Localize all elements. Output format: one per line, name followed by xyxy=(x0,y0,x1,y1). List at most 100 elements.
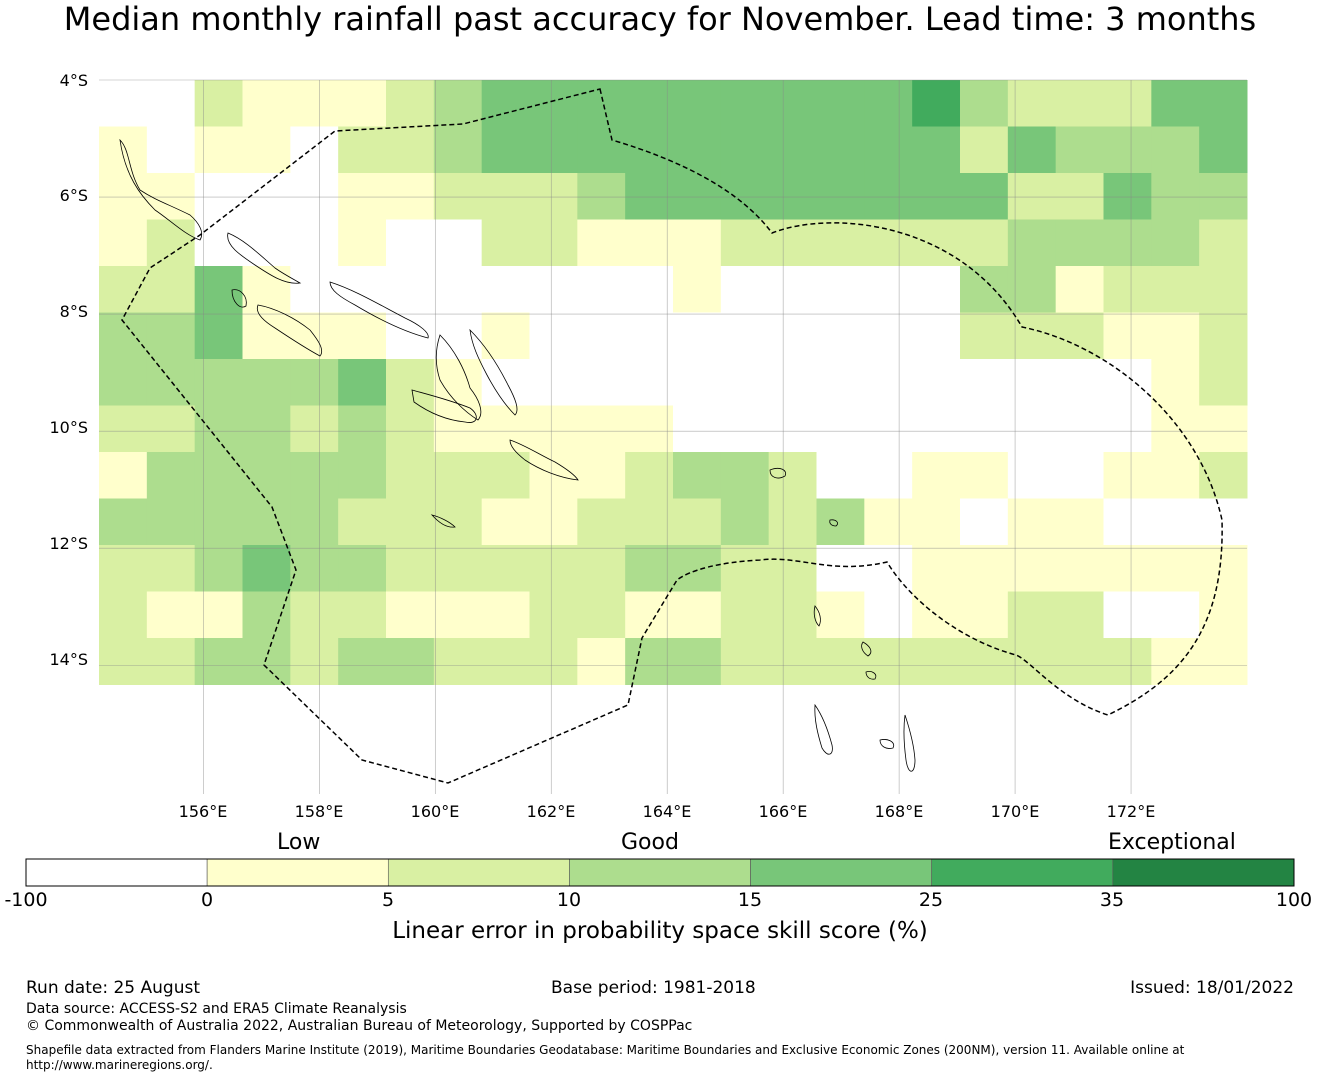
skill-cell xyxy=(1103,219,1152,267)
skill-cell xyxy=(1199,173,1248,220)
skill-cell xyxy=(1007,126,1057,174)
skill-cell xyxy=(1103,498,1152,546)
skill-cell xyxy=(1007,312,1057,360)
skill-cell xyxy=(338,266,387,313)
skill-cell xyxy=(864,591,913,639)
skill-cell xyxy=(386,126,435,174)
skill-cell xyxy=(1199,498,1248,546)
skill-cell xyxy=(1055,545,1104,592)
island-outline xyxy=(509,439,579,481)
skill-cell xyxy=(99,591,148,639)
skill-cell xyxy=(673,173,722,220)
skill-cell xyxy=(673,359,722,406)
skill-cell xyxy=(1103,452,1152,499)
skill-cell xyxy=(960,405,1009,453)
skill-cell xyxy=(673,638,722,685)
island-outline xyxy=(469,328,518,416)
skill-cell xyxy=(290,266,339,313)
skill-cell xyxy=(625,591,674,639)
skill-cell xyxy=(242,638,291,685)
skill-cell xyxy=(242,80,291,127)
skill-cell xyxy=(99,219,148,267)
colorbar-tick: 25 xyxy=(918,889,944,911)
skill-cell xyxy=(960,80,1009,127)
skill-cell xyxy=(290,545,339,592)
skill-cell xyxy=(720,126,770,174)
skill-cell xyxy=(577,591,626,639)
skill-cell xyxy=(146,126,196,174)
skill-cell xyxy=(768,498,817,546)
skill-cell xyxy=(864,219,913,267)
colorbar-segment xyxy=(1112,858,1295,887)
skill-cell xyxy=(912,591,961,639)
lat-label: 12°S xyxy=(49,534,88,553)
skill-cell xyxy=(912,312,961,360)
skill-cell xyxy=(1199,359,1248,406)
skill-cell xyxy=(673,591,722,639)
category-exceptional: Exceptional xyxy=(1108,830,1236,855)
skill-cell xyxy=(99,126,148,174)
skill-cell xyxy=(720,359,770,406)
island-outline xyxy=(231,289,247,308)
skill-cell xyxy=(290,591,339,639)
skill-cell xyxy=(386,312,435,360)
skill-cell xyxy=(1055,126,1104,174)
skill-cell xyxy=(912,219,961,267)
skill-cell xyxy=(99,405,148,453)
skill-cell xyxy=(529,591,578,639)
colorbar-tick: 15 xyxy=(737,889,763,911)
lat-label: 14°S xyxy=(49,650,88,669)
skill-cell xyxy=(816,405,865,453)
skill-cell xyxy=(146,266,196,313)
skill-cell xyxy=(194,359,243,406)
skill-cell xyxy=(1199,126,1248,174)
skill-cell xyxy=(529,173,578,220)
skill-cell xyxy=(481,266,530,313)
skill-cell xyxy=(386,405,435,453)
skill-cell xyxy=(386,173,435,220)
skill-cell xyxy=(768,359,817,406)
skill-cell xyxy=(338,638,387,685)
skill-cell xyxy=(194,452,243,499)
skill-cell xyxy=(768,219,817,267)
skill-cell xyxy=(194,173,243,220)
skill-cell xyxy=(577,498,626,546)
island-outline xyxy=(227,232,302,284)
skill-cell xyxy=(768,126,817,174)
skill-cell xyxy=(433,452,483,499)
skill-cell xyxy=(433,219,483,267)
skill-cell xyxy=(338,591,387,639)
skill-cell xyxy=(864,312,913,360)
colorbar-tick: 10 xyxy=(556,889,582,911)
skill-cell xyxy=(577,545,626,592)
skill-cell xyxy=(673,126,722,174)
skill-cell xyxy=(99,359,148,406)
skill-cell xyxy=(290,126,339,174)
skill-cell xyxy=(290,405,339,453)
skill-cell xyxy=(1103,405,1152,453)
skill-cell xyxy=(1199,266,1248,313)
skill-cell xyxy=(912,452,961,499)
skill-cell xyxy=(720,498,770,546)
island-outline xyxy=(256,304,323,357)
skill-cell xyxy=(481,638,530,685)
category-low: Low xyxy=(277,830,321,855)
skill-cell xyxy=(338,452,387,499)
colorbar-frame xyxy=(25,858,1295,887)
skill-cell xyxy=(386,545,435,592)
island-outline xyxy=(814,703,833,755)
skill-cell xyxy=(1055,591,1104,639)
skill-cell xyxy=(625,219,674,267)
skill-cell xyxy=(481,498,530,546)
category-good: Good xyxy=(621,830,679,855)
lat-label: 6°S xyxy=(59,186,88,205)
skill-cell xyxy=(99,498,148,546)
skill-cell xyxy=(194,126,243,174)
skill-cell xyxy=(816,591,865,639)
skill-cell xyxy=(1103,126,1152,174)
skill-cell xyxy=(1007,638,1057,685)
skill-cell xyxy=(768,638,817,685)
skill-cell xyxy=(290,219,339,267)
skill-cell xyxy=(481,359,530,406)
